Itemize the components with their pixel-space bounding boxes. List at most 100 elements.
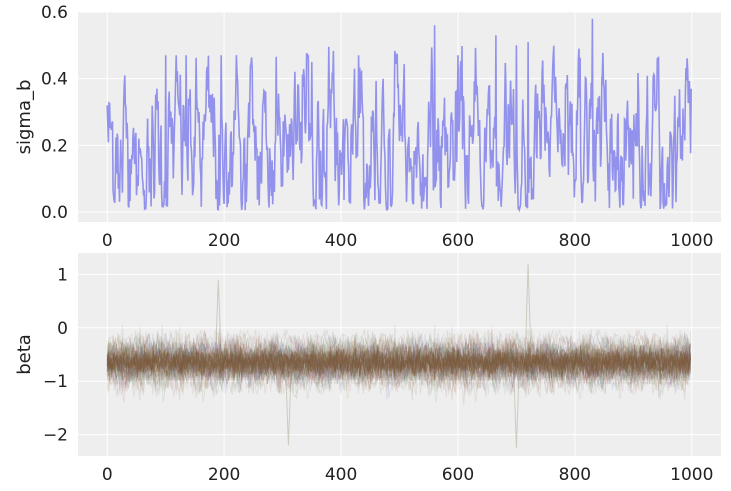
- beta-trace-line: [106, 334, 692, 400]
- beta-series: [106, 263, 692, 449]
- beta-trace-line: [106, 326, 692, 392]
- beta-trace-line: [107, 324, 692, 403]
- beta-trace-line: [106, 331, 692, 395]
- beta-trace-line: [106, 331, 692, 396]
- beta-trace-line: [106, 326, 692, 392]
- beta-trace-line: [106, 334, 691, 400]
- beta-trace-line: [106, 328, 691, 400]
- beta-trace-line: [107, 329, 692, 400]
- beta-extreme-spike: [512, 362, 520, 449]
- beta-extreme-spike: [214, 279, 222, 363]
- beta-trace-line: [106, 329, 692, 401]
- beta-core-trace: [106, 344, 691, 385]
- beta-trace-line: [107, 331, 692, 395]
- beta-trace-line: [106, 330, 692, 394]
- beta-trace-line: [106, 333, 692, 390]
- beta-trace-line: [106, 326, 692, 392]
- sigma-b-ticks: 0 200 400 600 800 1000 0.0 0.2 0.4 0.6: [41, 3, 713, 251]
- beta-trace-line: [107, 326, 692, 392]
- beta-trace-line: [106, 331, 692, 398]
- x-tick-label: 1000: [670, 465, 713, 485]
- beta-trace-line: [106, 333, 692, 393]
- y-tick-label: −1: [43, 372, 68, 392]
- beta-trace-line: [106, 329, 692, 395]
- x-tick-label: 600: [442, 231, 474, 251]
- beta-extreme-spike: [284, 362, 292, 446]
- beta-ticks: 0 200 400 600 800 1000 −2 −1 0 1: [43, 265, 713, 485]
- beta-trace-line: [106, 329, 692, 395]
- beta-core-trace: [107, 343, 692, 379]
- y-tick-label: 1: [57, 265, 68, 285]
- beta-trace-line: [106, 332, 692, 397]
- beta-trace-line: [106, 331, 692, 398]
- beta-trace-line: [106, 332, 692, 397]
- beta-trace-line: [106, 331, 692, 395]
- beta-trace-line: [106, 331, 692, 395]
- x-tick-label: 400: [325, 231, 357, 251]
- y-tick-label: 0.6: [41, 3, 68, 23]
- x-tick-label: 400: [325, 465, 357, 485]
- x-tick-label: 200: [208, 465, 240, 485]
- beta-core-trace: [106, 346, 691, 382]
- x-tick-label: 800: [559, 465, 591, 485]
- x-tick-label: 600: [442, 465, 474, 485]
- beta-plot-area: [78, 253, 721, 456]
- beta-trace-line: [106, 331, 692, 395]
- beta-core-trace: [106, 342, 692, 381]
- beta-core-trace: [106, 345, 692, 379]
- beta-grid: [78, 253, 721, 456]
- beta-trace-line: [106, 324, 691, 395]
- sigma-b-series: [106, 18, 692, 213]
- beta-trace-line: [106, 332, 692, 397]
- beta-trace-line: [106, 324, 692, 403]
- y-tick-label: −2: [43, 426, 68, 446]
- beta-panel: 0 200 400 600 800 1000 −2 −1 0 1 beta: [14, 253, 721, 485]
- beta-extreme-spike: [524, 263, 532, 363]
- beta-trace-line: [106, 329, 692, 406]
- beta-trace-line: [106, 333, 692, 391]
- sigma-b-panel: 0 200 400 600 800 1000 0.0 0.2 0.4 0.6 sigma_b: [14, 3, 721, 251]
- x-tick-label: 800: [559, 231, 591, 251]
- beta-trace-line: [106, 324, 691, 403]
- beta-trace-line: [106, 329, 692, 395]
- beta-trace-line: [106, 329, 692, 400]
- beta-trace-line: [106, 330, 691, 396]
- beta-trace-line: [106, 326, 692, 392]
- beta-trace-line: [106, 326, 692, 392]
- sigma-b-axis-label: sigma_b: [14, 80, 35, 155]
- beta-trace-line: [107, 331, 692, 398]
- beta-trace-line: [106, 330, 692, 394]
- beta-trace-line: [106, 329, 692, 401]
- beta-trace-line: [106, 331, 692, 398]
- beta-trace-line: [106, 330, 692, 401]
- beta-trace-line: [106, 329, 692, 400]
- y-tick-label: 0.4: [41, 70, 68, 90]
- beta-core-trace: [106, 345, 692, 383]
- beta-trace-line: [106, 332, 692, 397]
- x-tick-label: 0: [102, 465, 113, 485]
- beta-trace-line: [106, 329, 691, 391]
- beta-trace-line: [106, 331, 692, 396]
- beta-axis-label: beta: [14, 334, 35, 375]
- beta-trace-line: [106, 332, 692, 397]
- beta-trace-line: [107, 329, 692, 401]
- y-tick-label: 0.0: [41, 203, 68, 223]
- y-tick-label: 0.2: [41, 136, 68, 156]
- beta-trace-line: [106, 331, 692, 398]
- beta-trace-line: [106, 331, 692, 398]
- beta-trace-line: [106, 334, 692, 400]
- beta-trace-line: [106, 329, 692, 395]
- beta-trace-line: [106, 331, 692, 398]
- beta-core-trace: [106, 341, 692, 381]
- sigma-b-trace-line: [106, 18, 692, 213]
- beta-trace-line: [106, 333, 691, 393]
- beta-trace-line: [106, 329, 692, 395]
- beta-trace-line: [106, 324, 692, 403]
- x-tick-label: 200: [208, 231, 240, 251]
- beta-core-trace: [106, 335, 692, 382]
- beta-trace-line: [106, 329, 692, 401]
- beta-trace-line: [106, 333, 692, 403]
- x-tick-label: 1000: [670, 231, 713, 251]
- y-tick-label: 0: [57, 319, 68, 339]
